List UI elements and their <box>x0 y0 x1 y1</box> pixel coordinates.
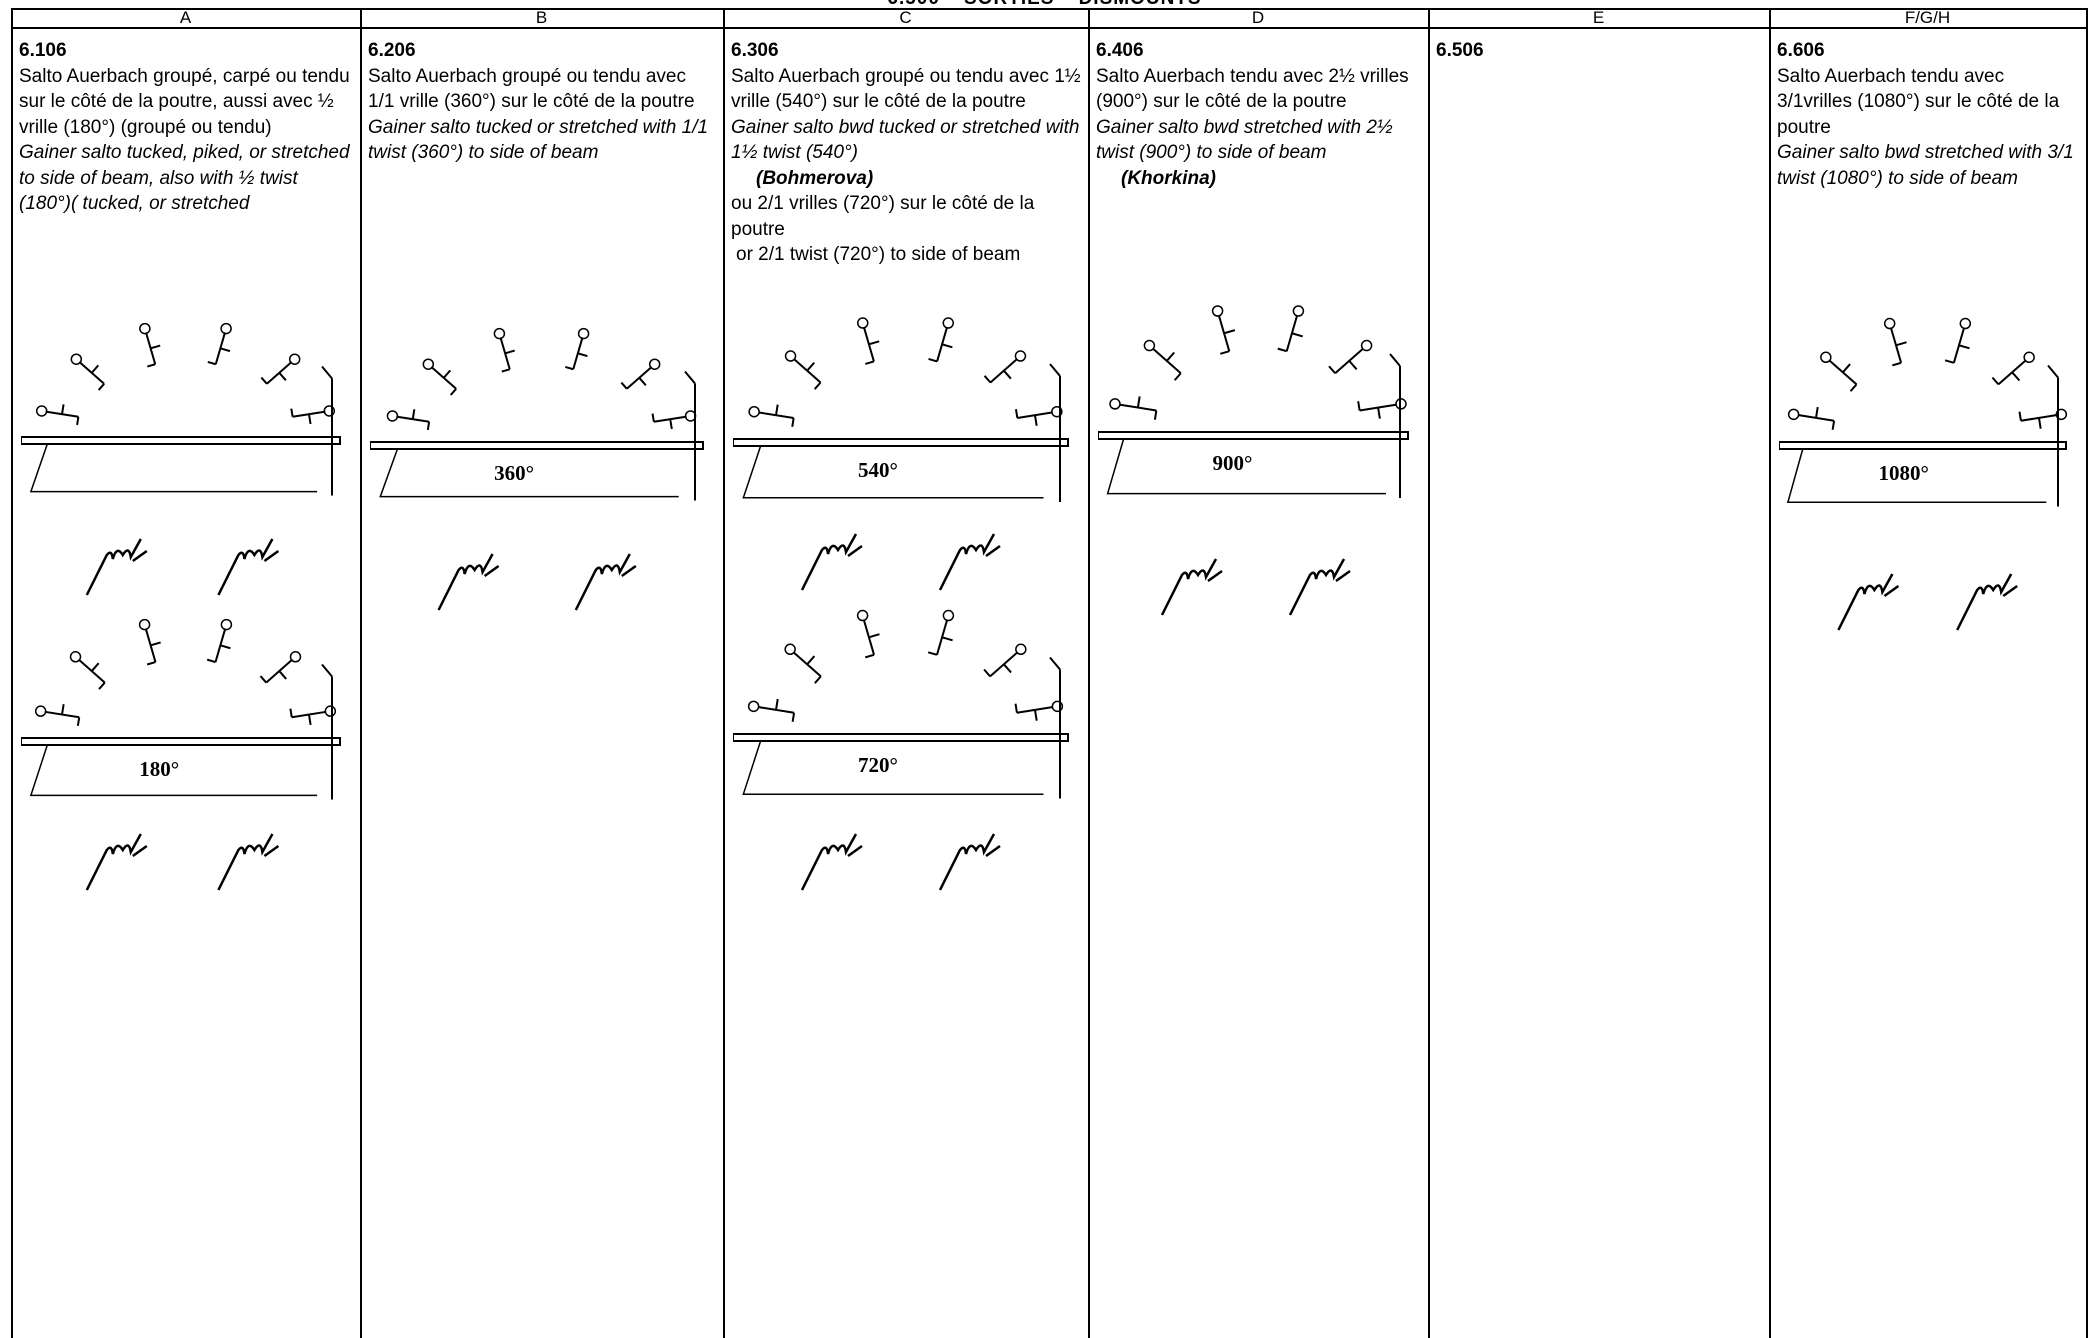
cell-code: 6.306 <box>731 40 779 61</box>
cell-name: (Bohmerova) <box>756 167 874 189</box>
symbol-notation <box>800 833 1001 891</box>
cell-fr: Salto Auerbach groupé ou tendu avec 1½ v… <box>731 65 1081 113</box>
column-border <box>1769 8 1771 1338</box>
symbol-notation <box>437 553 637 611</box>
cell-en: Gainer salto bwd stretched with 3/1 twis… <box>1777 142 2074 189</box>
page-title: 6.500 – SORTIES – DISMOUNTS <box>0 0 2089 10</box>
cell: 6.206 Salto Auerbach groupé ou tendu avec… <box>368 38 717 166</box>
symbol-notation <box>1160 558 1351 616</box>
cell-en2: or 2/1 twist (720°) to side of beam <box>736 244 1021 265</box>
cell-en: Gainer salto bwd stretched with 2½ twist… <box>1096 116 1393 164</box>
figure-label: 1080° <box>1879 461 1929 485</box>
cell-fr: Salto Auerbach groupé, carpé ou tendu su… <box>19 65 350 138</box>
cell-code: 6.106 <box>19 40 67 61</box>
column-border <box>1088 8 1090 1338</box>
cell-en: Gainer salto tucked, piked, or stretched… <box>19 142 350 214</box>
column-header: C <box>899 8 912 27</box>
symbol-notation <box>800 533 1001 591</box>
gymnast-figure <box>21 322 341 496</box>
column-border <box>360 8 362 1338</box>
figure-label: 180° <box>139 757 179 781</box>
cell-fr2: ou 2/1 vrilles (720°) sur le côté de la … <box>731 193 1035 240</box>
gymnast-figure: 180° <box>21 618 341 800</box>
column-header: F/G/H <box>1904 8 1951 27</box>
cell-fr: Salto Auerbach tendu avec 2½ vrilles (90… <box>1096 65 1409 113</box>
cell: 6.106 Salto Auerbach groupé, carpé ou ten… <box>19 38 354 217</box>
cell-code: 6.606 <box>1777 40 1825 61</box>
column-border <box>1428 8 1430 1338</box>
cell-code: 6.206 <box>368 40 416 61</box>
symbol-notation <box>1837 573 2018 631</box>
gymnast-figure: 540° <box>733 317 1069 502</box>
gymnast-figure: 1080° <box>1779 317 2068 507</box>
figure-label: 540° <box>858 458 898 482</box>
column-header: B <box>535 8 548 27</box>
column-header: D <box>1251 8 1265 27</box>
figure-label: 720° <box>858 753 898 777</box>
cell-code: 6.506 <box>1436 40 1484 61</box>
cell-en: Gainer salto bwd tucked or stretched wit… <box>731 116 1080 164</box>
column-header: E <box>1592 8 1605 27</box>
gymnast-figure: 900° <box>1098 305 1409 498</box>
symbol-notation <box>85 538 280 596</box>
cell-fr: Salto Auerbach groupé ou tendu avec 1/1 … <box>368 65 695 113</box>
gymnast-figure: 720° <box>733 609 1069 799</box>
cell: 6.406 Salto Auerbach tendu avec 2½ vrille… <box>1096 38 1422 191</box>
cell: 6.506 <box>1436 38 1763 64</box>
cell-name: (Khorkina) <box>1121 167 1216 189</box>
cell: 6.606 Salto Auerbach tendu avec 3/1vrille… <box>1777 38 2080 191</box>
row-border <box>11 8 2086 10</box>
cell: 6.306 Salto Auerbach groupé ou tendu avec… <box>731 38 1082 268</box>
column-border <box>11 8 13 1338</box>
figure-label: 360° <box>494 461 534 485</box>
row-border <box>11 27 2086 29</box>
column-border <box>2086 8 2088 1338</box>
cell-code: 6.406 <box>1096 40 1144 61</box>
symbol-notation <box>85 833 280 891</box>
gymnast-figure: 360° <box>370 327 704 501</box>
column-border <box>723 8 725 1338</box>
cell-en: Gainer salto tucked or stretched with 1/… <box>368 116 709 164</box>
figure-label: 900° <box>1212 451 1252 475</box>
column-header: A <box>179 8 192 27</box>
cell-fr: Salto Auerbach tendu avec 3/1vrilles (10… <box>1777 65 2060 138</box>
